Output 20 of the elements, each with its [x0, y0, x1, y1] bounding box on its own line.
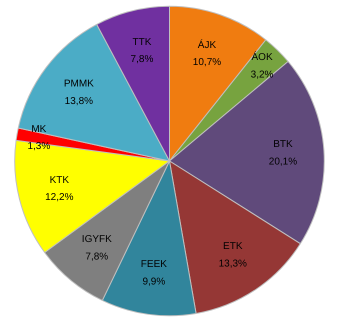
data-label: 13,3%	[218, 258, 248, 270]
data-label: 9,9%	[142, 276, 166, 288]
data-label: 13,8%	[64, 96, 94, 107]
slice-label: ETK	[223, 240, 243, 252]
data-label: 20,1%	[268, 156, 298, 168]
slice-label: ÁOK	[251, 51, 273, 64]
data-label: 10,7%	[192, 57, 222, 68]
data-label: 7,8%	[85, 251, 108, 262]
slice-label: PMMK	[64, 78, 94, 90]
slice-label: FEEK	[140, 259, 168, 270]
slice-label: BTK	[273, 139, 294, 150]
slice-label: IGYFK	[82, 234, 112, 245]
slice-label: TTK	[132, 36, 152, 48]
slice-label: KTK	[50, 174, 70, 186]
data-label: 12,2%	[45, 192, 74, 204]
data-label: 1,3%	[27, 141, 50, 152]
slice-label: ÁJK	[198, 38, 216, 51]
data-label: 3,2%	[250, 69, 274, 80]
slice-label: MK	[31, 124, 47, 135]
data-label: 7,8%	[130, 54, 154, 66]
